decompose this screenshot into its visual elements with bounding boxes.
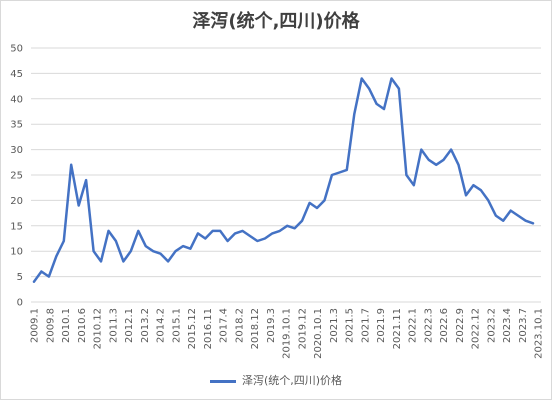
x-tick-label: 2022.3 (423, 308, 434, 343)
x-tick-label: 2021.5 (345, 308, 356, 343)
x-tick-label: 2023.2 (486, 308, 497, 343)
x-tick-label: 2020.10.1 (313, 308, 324, 359)
x-tick-label: 2022.1 (408, 308, 419, 343)
x-tick-label: 2023.7 (518, 308, 529, 343)
x-tick-label: 2016.11 (203, 308, 214, 349)
y-tick-label: 0 (17, 298, 23, 309)
y-tick-label: 40 (10, 94, 23, 105)
y-tick-label: 15 (10, 221, 23, 232)
x-tick-label: 2023.10.1 (534, 308, 545, 359)
x-tick-label: 2009.8 (45, 308, 56, 343)
x-tick-label: 2018.2 (234, 308, 245, 343)
series-line-0 (32, 77, 535, 283)
chart-title: 泽泻(统个,四川)价格 (192, 11, 360, 32)
grid-layer (31, 47, 541, 303)
x-tick-label: 2022.12 (471, 308, 482, 349)
x-tick-label: 2019.12 (297, 308, 308, 349)
legend-label: 泽泻(统个,四川)价格 (241, 374, 343, 387)
y-tick-label: 5 (17, 272, 23, 283)
x-tick-label: 2023.4 (502, 308, 513, 343)
legend-swatch (209, 379, 236, 383)
x-tick-label: 2019.3 (266, 308, 277, 343)
x-tick-label: 2014.2 (156, 308, 167, 343)
y-tick-label: 25 (10, 171, 23, 182)
x-tick-label: 2009.1 (30, 308, 41, 343)
y-tick-label: 50 (10, 44, 23, 55)
x-tick-label: 2010.6 (77, 308, 88, 343)
x-tick-label: 2021.7 (360, 308, 371, 343)
y-tick-label: 45 (10, 69, 23, 80)
x-tick-label: 2011.3 (108, 308, 119, 343)
x-tick-label: 2021.11 (392, 308, 403, 349)
x-axis-ticks: 2009.1 2009.8 2010.1 2010.6 2010.12 2011.3 201… (30, 308, 545, 359)
x-tick-label: 2021.3 (329, 308, 340, 343)
y-tick-label: 35 (10, 120, 23, 131)
x-tick-label: 2015.1 (171, 308, 182, 343)
x-tick-label: 2010.12 (93, 308, 104, 349)
x-tick-label: 2018.12 (250, 308, 261, 349)
x-tick-label: 2022.9 (455, 308, 466, 343)
legend: 泽泻(统个,四川)价格 (1, 372, 551, 388)
x-tick-label: 2022.6 (439, 308, 450, 343)
x-tick-label: 2013.2 (140, 308, 151, 343)
y-tick-label: 20 (10, 196, 23, 207)
y-axis-ticks: 0 5 10 15 20 25 30 35 40 45 50 (10, 44, 23, 309)
x-tick-label: 2010.1 (61, 308, 72, 343)
y-tick-label: 10 (10, 247, 23, 258)
x-tick-label: 2017.4 (219, 308, 230, 343)
x-tick-label: 2015.12 (187, 308, 198, 349)
y-tick-label: 30 (10, 145, 23, 156)
x-tick-label: 2019.10.1 (282, 308, 293, 359)
x-tick-label: 2012.1 (124, 308, 135, 343)
series-layer (32, 77, 535, 283)
x-tick-label: 2021.9 (376, 308, 387, 343)
